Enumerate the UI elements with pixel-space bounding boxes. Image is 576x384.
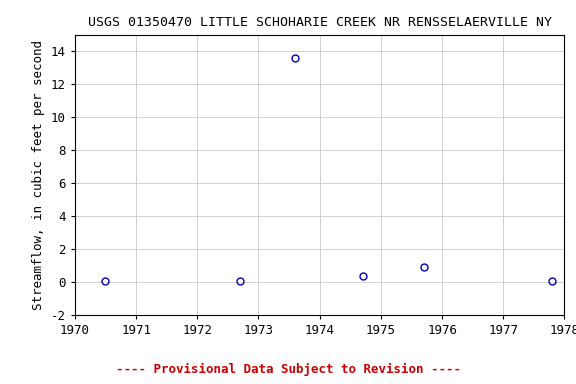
Y-axis label: Streamflow, in cubic feet per second: Streamflow, in cubic feet per second (32, 40, 46, 310)
Title: USGS 01350470 LITTLE SCHOHARIE CREEK NR RENSSELAERVILLE NY: USGS 01350470 LITTLE SCHOHARIE CREEK NR … (88, 16, 552, 29)
Text: ---- Provisional Data Subject to Revision ----: ---- Provisional Data Subject to Revisio… (116, 363, 460, 376)
